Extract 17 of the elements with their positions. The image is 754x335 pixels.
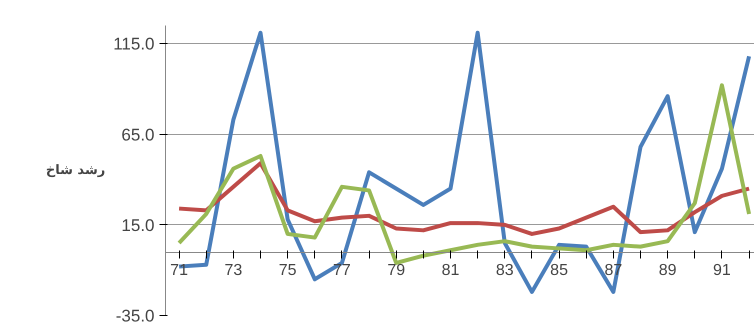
line-series xyxy=(177,161,752,236)
x-tick-label: 79 xyxy=(387,262,406,280)
x-tick-label: 91 xyxy=(713,262,731,280)
y-axis-title: رشد شاخ xyxy=(46,163,106,178)
x-tick-label: 85 xyxy=(550,262,568,280)
x-tick-label: 81 xyxy=(442,262,460,280)
line-series xyxy=(177,83,752,265)
x-tick-label: 73 xyxy=(224,262,242,280)
x-tick-label: 71 xyxy=(170,262,188,280)
x-tick-label: 83 xyxy=(496,262,514,280)
x-tick-label: 75 xyxy=(278,262,297,280)
x-tick-label: 77 xyxy=(333,262,351,280)
y-tick-label: 65.0 xyxy=(121,125,155,144)
y-tick-label: 115.0 xyxy=(113,34,154,54)
y-tick-label: 15.0 xyxy=(121,216,155,235)
x-tick-label: 89 xyxy=(658,262,677,280)
y-tick-label: -35.0 xyxy=(116,306,154,326)
